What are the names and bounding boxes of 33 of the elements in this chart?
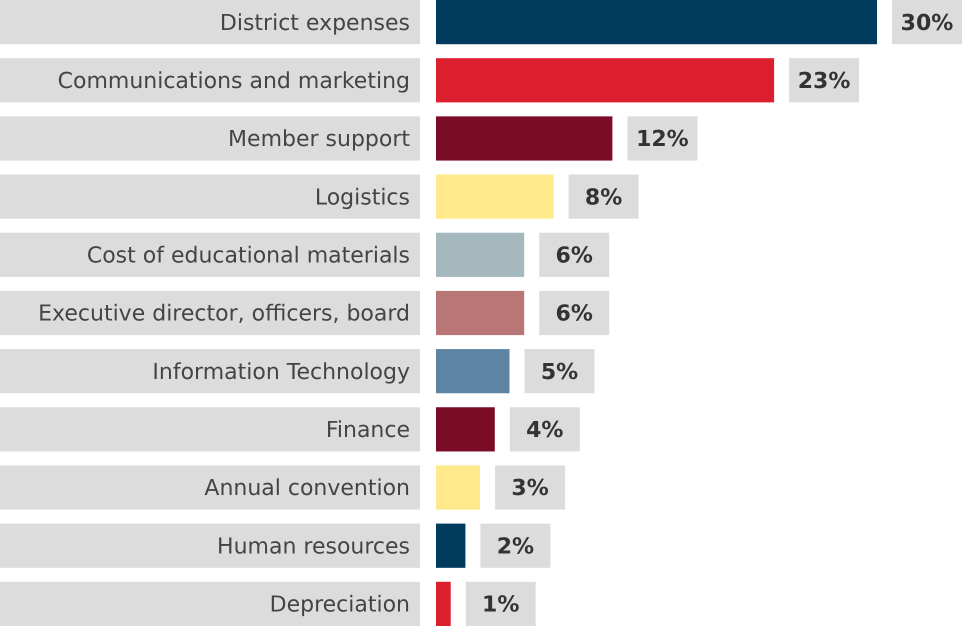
y-tick-label: Cost of educational materials [86, 244, 410, 269]
data-label: 6% [556, 244, 593, 269]
data-label: 3% [511, 476, 549, 502]
y-tick-label: Depreciation [270, 592, 410, 618]
bar [436, 407, 495, 452]
bar [436, 58, 774, 102]
y-tick-label: Communications and marketing [58, 68, 410, 94]
bar [436, 0, 877, 44]
y-tick-label: Logistics [314, 185, 410, 210]
bar [436, 582, 451, 626]
data-label: 2% [496, 534, 534, 560]
bar [436, 174, 554, 219]
data-label: 1% [482, 592, 520, 618]
data-label: 5% [540, 360, 578, 385]
data-label: 4% [526, 418, 564, 444]
data-label: 8% [584, 185, 622, 210]
data-label: 12% [636, 127, 689, 152]
bar [436, 524, 466, 568]
y-tick-label: Executive director, officers, board [38, 302, 410, 327]
y-tick-label: Finance [326, 418, 410, 444]
data-label: 23% [798, 68, 850, 94]
y-tick-label: Member support [228, 127, 410, 152]
bar [436, 290, 524, 336]
y-tick-label: Information Technology [152, 360, 410, 385]
bar [436, 232, 524, 277]
y-tick-label: District expenses [220, 10, 410, 36]
bar [436, 349, 510, 394]
bar [436, 465, 480, 510]
y-tick-label: Annual convention [204, 476, 410, 502]
bar [436, 116, 612, 161]
y-tick-label: Human resources [217, 534, 410, 560]
data-label: 30% [900, 10, 954, 36]
data-label: 6% [556, 302, 593, 327]
